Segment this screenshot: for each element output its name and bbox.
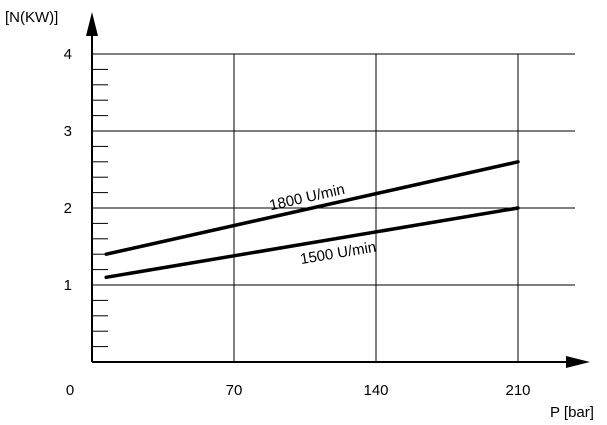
y-tick-label: 1 — [64, 277, 72, 294]
y-tick-label: 3 — [64, 123, 72, 140]
x-tick-label: 70 — [226, 382, 243, 399]
x-axis-label: P [bar] — [550, 404, 594, 421]
y-tick-label: 2 — [64, 200, 72, 217]
y-axis-arrow — [86, 12, 98, 36]
series-line — [106, 208, 518, 277]
x-axis-arrow — [566, 356, 590, 368]
minor-ticks — [92, 54, 108, 347]
y-tick-label: 4 — [64, 46, 72, 63]
x-tick-label: 210 — [505, 382, 530, 399]
x-tick-label: 0 — [66, 382, 74, 399]
x-tick-label: 140 — [363, 382, 388, 399]
y-axis-label: [N(KW)] — [5, 9, 58, 26]
grid — [92, 54, 575, 362]
